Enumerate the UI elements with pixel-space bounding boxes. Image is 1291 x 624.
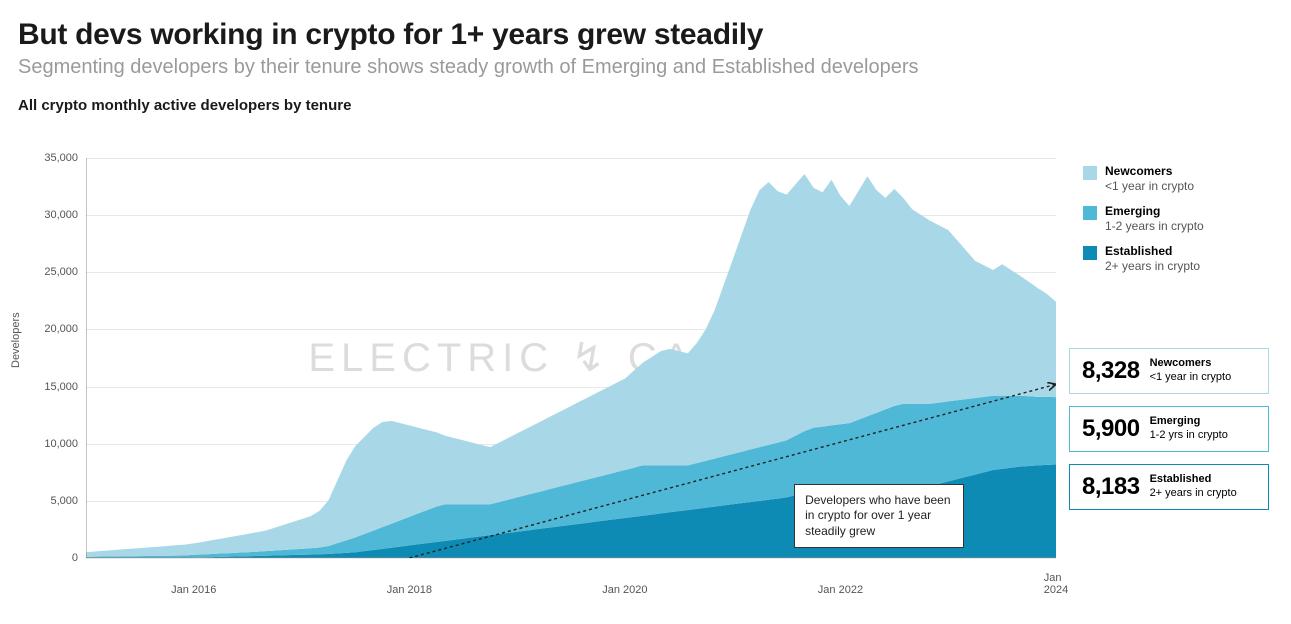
- y-tick-label: 0: [32, 552, 78, 564]
- x-tick-label: Jan 2016: [171, 584, 216, 596]
- callout-text: Emerging1-2 yrs in crypto: [1150, 415, 1228, 443]
- y-tick-label: 15,000: [32, 381, 78, 393]
- y-axis-label: Developers: [10, 312, 22, 368]
- chart-plot-area: ELECTRIC ↯ CAPITAL Developers who have b…: [86, 158, 1056, 558]
- callout-value: 8,183: [1082, 473, 1140, 501]
- y-tick-label: 20,000: [32, 323, 78, 335]
- legend-swatch: [1083, 246, 1097, 260]
- gridline: [86, 558, 1056, 559]
- chart-legend: Newcomers<1 year in crypto Emerging1-2 ye…: [1083, 164, 1263, 284]
- legend-text: Emerging1-2 years in crypto: [1105, 204, 1204, 234]
- x-tick-label: Jan 2020: [602, 584, 647, 596]
- chart-title: All crypto monthly active developers by …: [0, 97, 1291, 122]
- callout-box: 8,183 Established2+ years in crypto: [1069, 464, 1269, 510]
- legend-swatch: [1083, 166, 1097, 180]
- legend-text: Newcomers<1 year in crypto: [1105, 164, 1194, 194]
- x-tick-label: Jan 2022: [818, 584, 863, 596]
- legend-item: Established2+ years in crypto: [1083, 244, 1263, 274]
- legend-swatch: [1083, 206, 1097, 220]
- callout-text: Established2+ years in crypto: [1150, 473, 1237, 501]
- y-tick-label: 25,000: [32, 266, 78, 278]
- chart-container: Developers 05,00010,00015,00020,00025,00…: [18, 158, 1068, 598]
- callout-value: 8,328: [1082, 357, 1140, 385]
- callout-box: 5,900 Emerging1-2 yrs in crypto: [1069, 406, 1269, 452]
- x-tick-label: Jan 2018: [387, 584, 432, 596]
- callout-text: Newcomers<1 year in crypto: [1150, 357, 1232, 385]
- y-tick-label: 5,000: [32, 495, 78, 507]
- legend-text: Established2+ years in crypto: [1105, 244, 1200, 274]
- page-title: But devs working in crypto for 1+ years …: [0, 0, 1291, 56]
- y-tick-label: 35,000: [32, 152, 78, 164]
- callout-value: 5,900: [1082, 415, 1140, 443]
- legend-item: Emerging1-2 years in crypto: [1083, 204, 1263, 234]
- x-tick-label: Jan 2024: [1044, 572, 1068, 596]
- callout-box: 8,328 Newcomers<1 year in crypto: [1069, 348, 1269, 394]
- page-subtitle: Segmenting developers by their tenure sh…: [0, 56, 1291, 97]
- y-tick-label: 10,000: [32, 438, 78, 450]
- legend-item: Newcomers<1 year in crypto: [1083, 164, 1263, 194]
- chart-annotation: Developers who have been in crypto for o…: [794, 484, 964, 549]
- chart-callouts: 8,328 Newcomers<1 year in crypto 5,900 Emer…: [1069, 348, 1269, 522]
- y-tick-label: 30,000: [32, 209, 78, 221]
